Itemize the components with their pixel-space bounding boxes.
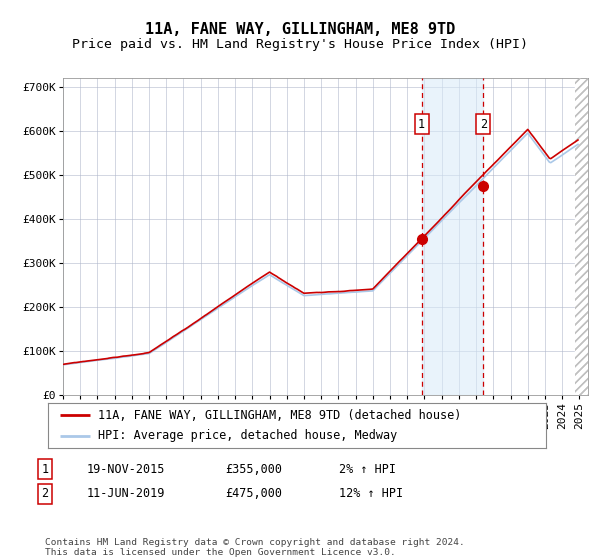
Text: 2: 2 bbox=[41, 487, 49, 501]
Text: 11A, FANE WAY, GILLINGHAM, ME8 9TD: 11A, FANE WAY, GILLINGHAM, ME8 9TD bbox=[145, 22, 455, 38]
Text: 2% ↑ HPI: 2% ↑ HPI bbox=[339, 463, 396, 476]
Bar bbox=[422, 78, 483, 395]
Bar bbox=[575, 78, 588, 395]
Text: 12% ↑ HPI: 12% ↑ HPI bbox=[339, 487, 403, 501]
Text: 11-JUN-2019: 11-JUN-2019 bbox=[87, 487, 166, 501]
Text: Contains HM Land Registry data © Crown copyright and database right 2024.
This d: Contains HM Land Registry data © Crown c… bbox=[45, 538, 465, 557]
Text: £355,000: £355,000 bbox=[225, 463, 282, 476]
Text: HPI: Average price, detached house, Medway: HPI: Average price, detached house, Medw… bbox=[98, 430, 397, 442]
Text: 2: 2 bbox=[480, 118, 487, 131]
Text: 1: 1 bbox=[41, 463, 49, 476]
Bar bbox=[575, 78, 588, 395]
Text: 11A, FANE WAY, GILLINGHAM, ME8 9TD (detached house): 11A, FANE WAY, GILLINGHAM, ME8 9TD (deta… bbox=[98, 409, 461, 422]
Text: Price paid vs. HM Land Registry's House Price Index (HPI): Price paid vs. HM Land Registry's House … bbox=[72, 38, 528, 51]
Text: 19-NOV-2015: 19-NOV-2015 bbox=[87, 463, 166, 476]
Text: £475,000: £475,000 bbox=[225, 487, 282, 501]
Text: 1: 1 bbox=[418, 118, 425, 131]
